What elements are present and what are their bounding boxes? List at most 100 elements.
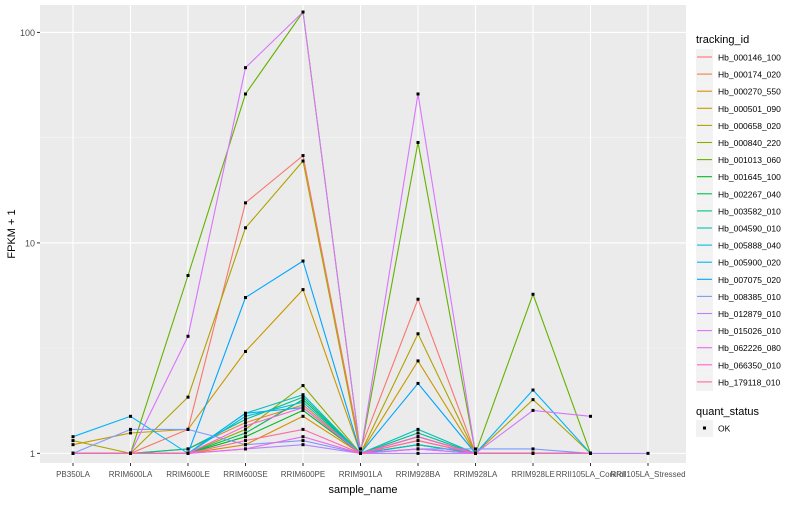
data-point (301, 398, 305, 402)
y-axis-title: FPKM + 1 (6, 209, 18, 258)
data-point (301, 427, 305, 431)
legend-title: tracking_id (696, 34, 749, 46)
data-point (416, 431, 420, 435)
legend-label: Hb_005888_040 (718, 241, 781, 251)
data-point (301, 400, 305, 404)
legend-label: Hb_000270_550 (718, 87, 781, 97)
y-tick-label: 100 (20, 28, 35, 38)
data-point (71, 443, 75, 447)
data-point (416, 451, 420, 455)
x-tick-label: RRIM928LA (454, 470, 498, 479)
data-point (301, 393, 305, 397)
legend-items: Hb_000146_100 Hb_000174_020 Hb_000270_550 H… (696, 49, 781, 391)
data-point (186, 451, 190, 455)
data-point (301, 259, 305, 263)
data-point (589, 414, 592, 418)
data-point (301, 288, 305, 292)
legend-label: Hb_001013_060 (718, 155, 781, 165)
x-tick-label: RRIM600LE (166, 470, 210, 479)
legend-label: Hb_002267_040 (718, 189, 781, 199)
shape-legend-title: quant_status (696, 406, 759, 418)
series-line (73, 428, 591, 454)
data-point (129, 451, 132, 455)
data-point (244, 349, 247, 353)
data-point (531, 398, 535, 402)
data-point (416, 92, 420, 96)
legend-label: Hb_001645_100 (718, 172, 781, 182)
data-point (244, 411, 247, 415)
data-point (186, 395, 190, 399)
series-line (72, 159, 591, 456)
data-point (301, 395, 305, 399)
data-point (301, 384, 305, 388)
y-tick-label: 10 (25, 238, 35, 248)
x-tick-label: RRIM901LA (339, 470, 383, 479)
legend-label: Hb_000840_220 (718, 138, 781, 148)
data-point (301, 439, 305, 443)
y-tick-label: 1 (30, 449, 35, 459)
x-tick-label: PB350LA (56, 470, 90, 479)
data-point (416, 381, 420, 385)
legend-label: Hb_004590_010 (718, 224, 781, 234)
data-point (244, 201, 247, 205)
data-point (244, 92, 247, 96)
data-point (244, 414, 247, 418)
legend-label: Hb_179118_010 (718, 377, 781, 387)
data-point (301, 406, 305, 410)
data-point (244, 427, 247, 431)
data-point (531, 447, 535, 451)
legend-label: Hb_008385_010 (718, 292, 781, 302)
legend-label: Hb_012879_010 (718, 309, 781, 319)
data-point (531, 408, 535, 412)
data-point (244, 296, 247, 300)
data-point (359, 447, 362, 451)
data-point (359, 451, 362, 455)
shape-legend-key-point (703, 426, 706, 430)
data-point (474, 447, 477, 451)
data-point (416, 140, 420, 144)
data-point (301, 154, 305, 158)
legend-label: Hb_007075_020 (718, 275, 781, 285)
data-point (186, 274, 190, 278)
data-point (301, 414, 305, 418)
data-point (416, 427, 420, 431)
data-point (71, 439, 75, 443)
data-points (71, 10, 650, 455)
x-axis-title: sample_name (328, 484, 397, 496)
legend-label: Hb_000146_100 (718, 53, 781, 63)
data-point (589, 451, 592, 455)
x-tick-label: RRIM928BA (396, 470, 441, 479)
data-point (531, 388, 535, 392)
legend-label: Hb_003582_010 (718, 206, 781, 216)
data-point (244, 439, 247, 443)
data-point (129, 414, 132, 418)
x-tick-label: RRII105LA_Stressed (610, 470, 685, 479)
data-point (474, 451, 477, 455)
data-point (71, 451, 75, 455)
data-point (186, 334, 190, 338)
data-point (416, 447, 420, 451)
data-point (186, 447, 190, 451)
legend-label: Hb_000658_020 (718, 121, 781, 131)
data-point (244, 447, 247, 451)
shape-legend-items: OK (696, 420, 731, 437)
x-tick-label: RRIM600SE (223, 470, 267, 479)
legend: tracking_id Hb_000146_100Hb_000174_020Hb… (696, 34, 781, 437)
x-tick-label: RRIM600LA (109, 470, 153, 479)
legend-label: Hb_062226_080 (718, 343, 781, 353)
data-point (531, 451, 535, 455)
data-point (244, 226, 247, 230)
series-lines (72, 10, 648, 456)
legend-label: Hb_066350_010 (718, 360, 781, 370)
series-line (73, 10, 591, 455)
grid-lines (40, 5, 686, 463)
data-point (301, 408, 305, 412)
data-point (301, 159, 305, 163)
data-point (244, 431, 247, 435)
data-point (416, 435, 420, 439)
series-line (72, 428, 591, 454)
x-axis: PB350LA RRIM600LA RRIM600LE RRIM600SE RRIM60… (56, 463, 686, 479)
x-tick-label: RRIM600PE (281, 470, 325, 479)
